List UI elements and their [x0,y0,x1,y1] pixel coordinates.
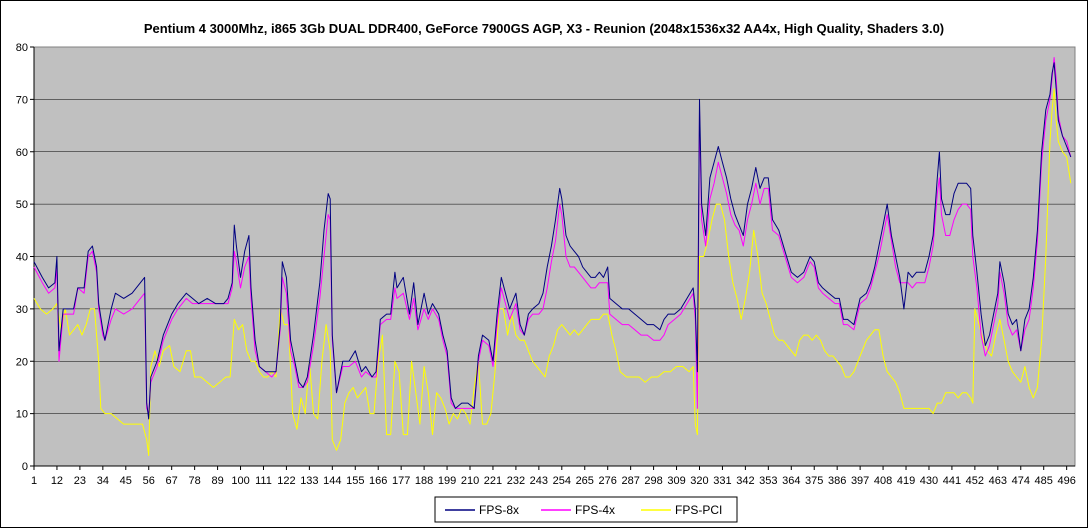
x-tick-label: 463 [989,475,1007,487]
x-tick-label: 353 [759,475,777,487]
legend-items: FPS-8x FPS-4x FPS-PCI [445,503,722,517]
x-tick-label: 166 [369,475,387,487]
x-tick-label: 199 [438,475,456,487]
series-lines [33,57,1072,456]
x-tick-label: 23 [74,475,86,487]
y-axis-tick-labels: 0 10 20 30 40 50 60 70 80 [16,42,34,473]
x-tick-label: 474 [1012,475,1030,487]
x-tick-label: 78 [189,475,201,487]
y-tick-label: 30 [16,304,28,316]
x-tick-label: 221 [484,475,502,487]
legend-box [434,496,738,523]
x-tick-label: 177 [392,475,410,487]
x-tick-label: 452 [966,475,984,487]
x-tick-label: 188 [415,475,433,487]
x-tick-label: 254 [553,475,571,487]
x-tick-label: 1 [31,475,37,487]
legend: FPS-8x FPS-4x FPS-PCI [434,496,738,523]
x-tick-label: 441 [943,475,961,487]
y-tick-label: 0 [22,461,28,473]
x-tick-label: 430 [920,475,938,487]
y-tick-label: 60 [16,147,28,159]
x-tick-label: 122 [277,475,295,487]
x-axis-tick-labels: 1 12 23 34 45 56 67 78 89 100 111 122 133 144 155 166 17… [31,466,1076,487]
legend-label-fps-8x: FPS-8x [479,503,519,517]
x-tick-label: 155 [346,475,364,487]
x-tick-label: 309 [667,475,685,487]
x-tick-label: 67 [166,475,178,487]
x-tick-label: 276 [599,475,617,487]
x-tick-label: 287 [621,475,639,487]
series-line-fps-4x [33,57,1072,415]
x-tick-label: 485 [1035,475,1053,487]
grid-lines [33,47,1075,467]
x-tick-label: 243 [530,475,548,487]
y-tick-label: 80 [16,42,28,54]
x-tick-label: 232 [507,475,525,487]
y-tick-label: 70 [16,94,28,106]
x-tick-label: 419 [897,475,915,487]
x-tick-label: 496 [1057,475,1075,487]
legend-label-fps-4x: FPS-4x [575,503,615,517]
chart-title: Pentium 4 3000Mhz, i865 3Gb DUAL DDR400,… [144,21,944,36]
x-tick-label: 298 [644,475,662,487]
x-tick-label: 320 [690,475,708,487]
y-tick-label: 20 [16,356,28,368]
x-tick-label: 133 [300,475,318,487]
x-tick-label: 331 [713,475,731,487]
x-tick-label: 210 [461,475,479,487]
x-tick-label: 397 [851,475,869,487]
x-tick-label: 56 [143,475,155,487]
y-tick-label: 50 [16,199,28,211]
x-tick-label: 408 [874,475,892,487]
series-line-fps-pci [33,88,1072,456]
y-tick-label: 10 [16,409,28,421]
x-tick-label: 89 [211,475,223,487]
y-tick-label: 40 [16,252,28,264]
x-tick-label: 386 [828,475,846,487]
x-tick-label: 111 [255,475,272,487]
legend-label-fps-pci: FPS-PCI [675,503,722,517]
series-line-fps-8x [33,62,1072,420]
x-tick-label: 34 [97,475,109,487]
x-tick-label: 375 [805,475,823,487]
x-tick-label: 100 [231,475,249,487]
x-tick-label: 144 [323,475,341,487]
x-tick-label: 265 [576,475,594,487]
x-tick-label: 45 [120,475,132,487]
x-tick-label: 364 [782,475,800,487]
x-tick-label: 12 [51,475,63,487]
x-tick-label: 342 [736,475,754,487]
